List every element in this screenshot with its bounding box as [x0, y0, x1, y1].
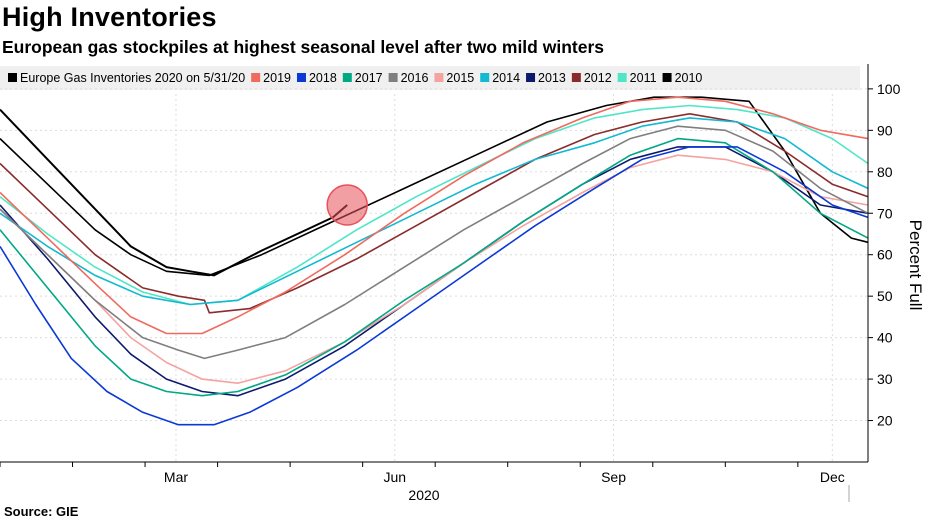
series-lines	[0, 96, 869, 426]
legend-swatch	[388, 73, 398, 82]
legend-label: 2018	[309, 71, 337, 85]
x-axis: Mar Jun Sep Dec 2020	[0, 461, 868, 503]
legend: Europe Gas Inventories 2020 on 5/31/20 20…	[8, 71, 702, 85]
series-line-2018	[0, 146, 869, 426]
y-tick-label: 50	[877, 288, 893, 304]
legend-swatch	[480, 73, 490, 82]
legend-swatch	[526, 73, 536, 82]
legend-label: 2014	[492, 71, 520, 85]
y-tick-label: 100	[877, 81, 901, 97]
series-line-2017	[0, 137, 869, 397]
legend-label: 2010	[675, 71, 703, 85]
legend-label: 2019	[263, 71, 291, 85]
series-line-2013	[0, 146, 869, 397]
legend-swatch	[571, 73, 581, 82]
y-tick-label: 20	[877, 413, 893, 429]
legend-label: 2013	[538, 71, 566, 85]
x-tick-label: Dec	[820, 469, 845, 485]
chart-title: High Inventories	[2, 2, 217, 32]
legend-label: 2011	[630, 71, 657, 85]
x-tick-label: Jun	[383, 469, 406, 485]
y-tick-label: 60	[877, 247, 893, 263]
legend-swatch	[342, 73, 352, 82]
legend-swatch	[8, 73, 17, 82]
y-axis-title: Percent Full	[906, 220, 925, 311]
highlight-marker	[326, 184, 368, 226]
series-line-2016	[0, 125, 869, 360]
highlight-circle	[326, 184, 368, 226]
chart-subtitle: European gas stockpiles at highest seaso…	[2, 37, 604, 57]
x-tick-label: Sep	[601, 469, 626, 485]
legend-label: 2015	[446, 71, 474, 85]
series-line-2011	[0, 104, 869, 306]
gridlines	[0, 88, 868, 462]
x-axis-year-label: 2020	[408, 487, 439, 503]
series-line-2019	[0, 96, 869, 335]
y-tick-label: 30	[877, 371, 893, 387]
y-axis: 20 30 40 50 60 70 80 90 100 Percent Full	[867, 64, 925, 462]
legend-label: 2016	[401, 71, 429, 85]
legend-background	[0, 66, 860, 90]
series-line-europe-gas-inventories-2020-on-5-31-20	[0, 108, 348, 277]
legend-swatch	[662, 73, 672, 82]
series-line-2015	[0, 154, 869, 384]
series-line-2014	[0, 117, 869, 306]
legend-swatch	[296, 73, 306, 82]
legend-swatch	[434, 73, 444, 82]
y-tick-label: 70	[877, 205, 893, 221]
legend-label: 2012	[584, 71, 612, 85]
x-tick-label: Mar	[164, 469, 188, 485]
y-tick-label: 80	[877, 164, 893, 180]
legend-swatch	[251, 73, 261, 82]
y-tick-label: 90	[877, 122, 893, 138]
legend-swatch	[617, 73, 627, 82]
y-tick-label: 40	[877, 330, 893, 346]
legend-label: Europe Gas Inventories 2020 on 5/31/20	[20, 71, 245, 85]
source-note: Source: GIE	[4, 504, 79, 519]
legend-label: 2017	[355, 71, 383, 85]
